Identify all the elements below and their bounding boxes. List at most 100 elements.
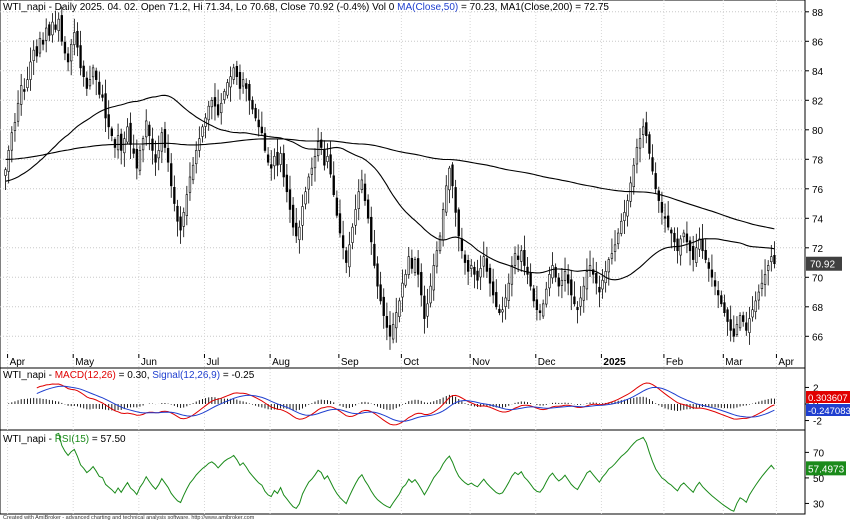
price-tick-label: 84 (812, 67, 824, 78)
candle-body (523, 249, 526, 266)
candle-body (195, 150, 198, 165)
candle-body (651, 157, 654, 172)
candle-body (173, 187, 176, 204)
candle-body (657, 190, 660, 201)
candle-body (451, 164, 454, 187)
candle-body (176, 205, 179, 222)
signal-line (36, 385, 775, 422)
candle-body (404, 274, 407, 286)
candle-body (7, 150, 10, 172)
candle-body (298, 226, 301, 241)
candle-body (742, 315, 745, 322)
candle-body (676, 238, 679, 252)
candle-body (160, 132, 163, 152)
candle-body (326, 156, 329, 162)
candle-body (335, 197, 339, 216)
candle-body (423, 295, 426, 319)
candle-body (560, 279, 564, 286)
price-tick-label: 88 (812, 8, 824, 19)
candle-body (770, 256, 773, 263)
candle-body (698, 238, 701, 250)
candle-body (345, 250, 348, 263)
candle-body (704, 249, 707, 260)
candle-body (754, 300, 757, 313)
candle-body (223, 91, 226, 101)
rsi-value-badge (806, 461, 846, 476)
candle-body (632, 164, 635, 187)
last-price-badge (806, 256, 842, 271)
candle-body (626, 200, 629, 217)
candle-body (220, 102, 223, 114)
signal-value-label: -0.247083 (808, 406, 850, 417)
rsi-tick-label: 30 (813, 499, 825, 510)
candle-body (732, 328, 735, 337)
candle-body (201, 126, 204, 137)
candle-body (95, 70, 98, 80)
candle-body (320, 139, 323, 148)
candle-body (270, 164, 273, 169)
candle-body (382, 296, 385, 316)
candle-body (91, 67, 95, 78)
candle-body (101, 94, 104, 98)
candle-body (351, 226, 354, 243)
macd-header: WTI_napi - MACD(12,26) = 0.30, Signal(12… (3, 370, 255, 381)
candle-body (373, 243, 376, 266)
candle-body (663, 216, 667, 219)
candle-body (285, 174, 289, 193)
price-tick-label: 80 (812, 126, 824, 137)
candle-body (251, 99, 254, 110)
candle-body (76, 30, 79, 48)
candle-body (63, 41, 67, 54)
candle-body (613, 244, 617, 252)
macd-pane[interactable] (0, 367, 806, 431)
candle-body (41, 39, 45, 45)
candle-body (660, 202, 664, 213)
price-header: WTI_napi - Daily 2025. 04. 02. Open 71.2… (3, 2, 609, 13)
candle-body (682, 232, 685, 238)
candle-body (226, 82, 229, 96)
macd-value-badge (806, 391, 850, 403)
candle-body (454, 187, 457, 213)
candle-body (695, 247, 698, 263)
candle-body (338, 213, 342, 234)
candle-body (720, 295, 723, 305)
candle-body (623, 212, 626, 221)
candle-body (182, 212, 185, 227)
candle-body (135, 148, 138, 169)
candle-body (207, 105, 210, 121)
rsi-symbol: WTI_napi - (3, 434, 55, 445)
candle-body (601, 279, 604, 290)
candle-body (407, 256, 410, 275)
price-pane[interactable] (0, 0, 806, 369)
candle-body (535, 299, 539, 311)
rsi-pane[interactable] (0, 429, 806, 515)
candle-body (516, 255, 520, 260)
candle-body (757, 291, 760, 301)
symbol-label: WTI_napi (3, 2, 46, 13)
candle-body (645, 122, 648, 137)
candle-body (570, 279, 573, 296)
candle-body (445, 185, 448, 213)
candle-body (620, 220, 623, 234)
candle-body (760, 282, 764, 289)
candle-body (216, 104, 220, 116)
candle-body (282, 153, 285, 178)
candle-body (485, 258, 489, 272)
candle-body (538, 310, 542, 313)
candle-body (29, 61, 32, 80)
candle-body (20, 85, 23, 105)
candle-body (670, 229, 673, 234)
candle-body (166, 148, 170, 163)
signal-value-badge (806, 404, 850, 416)
chart-marks: 70.92 0.303607 -0.247083 57.4973 (4, 6, 850, 512)
ma50-label: MA(Close,50) (397, 2, 458, 13)
candle-body (260, 126, 264, 134)
candle-body (57, 18, 60, 31)
x-tick-label: Jun (141, 357, 157, 368)
candle-body (738, 315, 742, 329)
x-tick-label: May (75, 357, 94, 368)
candle-body (595, 273, 598, 284)
candle-body (566, 274, 570, 284)
macd-value: = 0.30, (116, 370, 152, 381)
